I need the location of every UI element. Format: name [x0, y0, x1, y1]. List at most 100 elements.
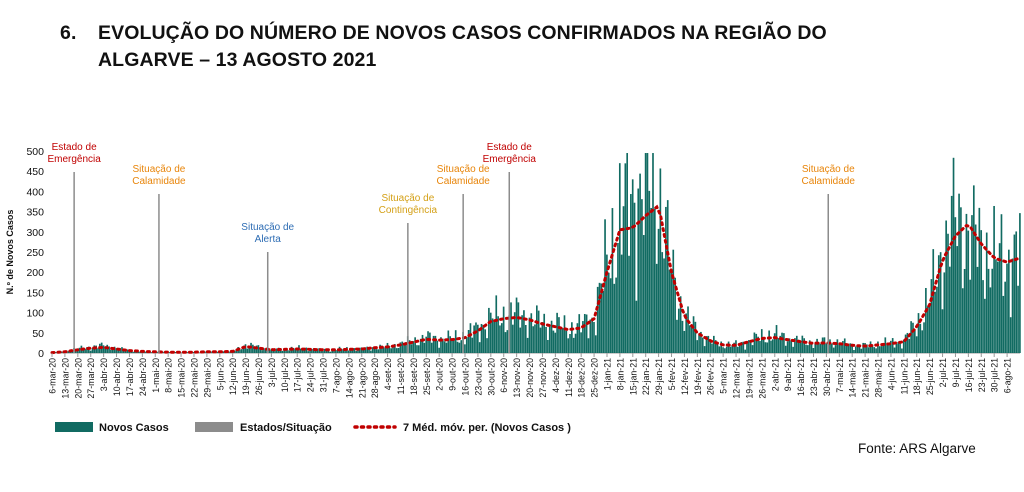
case-bar — [781, 332, 783, 353]
case-bar — [943, 272, 946, 353]
case-bar — [499, 325, 501, 353]
x-tick-label: 9-jul-21 — [951, 358, 961, 387]
x-tick-label: 1-mai-20 — [151, 358, 161, 393]
x-tick-label: 4-jun-21 — [886, 358, 896, 390]
case-bar — [818, 342, 820, 353]
case-bar — [842, 341, 844, 353]
case-bar — [812, 348, 815, 353]
case-bar — [642, 235, 645, 353]
case-bar — [264, 348, 267, 353]
case-bar — [279, 349, 282, 353]
case-bar — [397, 347, 400, 353]
case-bar — [996, 261, 999, 353]
case-bar — [95, 345, 97, 353]
case-bar — [810, 344, 813, 353]
case-bar — [696, 340, 699, 353]
case-bar — [707, 335, 710, 353]
case-bar — [604, 219, 606, 353]
x-tick-label: 13-nov-20 — [512, 358, 522, 398]
case-bar — [950, 195, 953, 353]
case-bar — [725, 346, 728, 353]
case-bar — [242, 345, 245, 353]
case-bar — [126, 349, 129, 353]
case-bar — [445, 342, 448, 353]
case-bar — [714, 340, 717, 353]
case-bar — [193, 351, 195, 353]
case-bar — [395, 348, 398, 353]
state-label-line1: Situação de — [241, 222, 294, 233]
case-bar — [108, 346, 110, 353]
case-bar — [622, 206, 625, 353]
case-bar — [862, 342, 865, 353]
state-label-line2: Emergência — [483, 154, 537, 165]
case-bar — [567, 338, 570, 353]
x-tick-label: 29-mai-20 — [202, 358, 212, 398]
case-bar — [438, 347, 440, 353]
case-bar — [545, 327, 547, 353]
case-bar — [288, 350, 291, 353]
case-bar — [995, 259, 997, 353]
case-bar — [624, 163, 627, 353]
y-tick-label: 500 — [26, 146, 44, 158]
case-bar — [886, 344, 888, 353]
case-bar — [323, 348, 326, 353]
case-bar — [687, 306, 689, 353]
case-bar — [853, 350, 855, 353]
case-bar — [517, 302, 520, 353]
case-bar — [873, 347, 876, 353]
case-bar — [113, 346, 116, 353]
case-bar — [384, 346, 387, 353]
case-bar — [454, 330, 457, 353]
x-tick-label: 26-mar-21 — [757, 358, 767, 399]
case-bar — [864, 342, 866, 353]
case-bar — [766, 342, 769, 353]
x-tick-label: 29-jan-21 — [654, 358, 664, 395]
case-bar — [558, 317, 560, 353]
y-tick-label: 300 — [26, 227, 44, 239]
case-bar — [626, 153, 629, 353]
case-bar — [156, 351, 158, 353]
x-tick-label: 20-mar-20 — [73, 358, 83, 399]
case-bar — [963, 268, 966, 353]
case-bar — [749, 340, 752, 353]
case-bar — [923, 322, 925, 353]
y-tick-label: 50 — [32, 328, 44, 340]
legend-swatch-cases — [55, 422, 93, 432]
case-bar — [285, 348, 287, 353]
x-tick-label: 13-mar-20 — [60, 358, 70, 399]
x-tick-label: 16-out-20 — [461, 358, 471, 396]
state-label-line1: Estado de — [52, 142, 97, 153]
x-tick-label: 16-abr-21 — [796, 358, 806, 396]
case-bar — [504, 332, 507, 353]
case-bar — [476, 324, 479, 353]
x-tick-label: 12-fev-21 — [680, 358, 690, 395]
case-bar — [371, 347, 374, 353]
case-bar — [268, 350, 271, 353]
x-tick-label: 23-jul-21 — [977, 358, 987, 392]
case-bar — [482, 324, 485, 353]
case-bar — [866, 344, 868, 353]
case-bar — [403, 344, 405, 353]
case-bar — [565, 330, 568, 353]
case-bar — [576, 323, 579, 353]
case-bar — [421, 334, 424, 353]
case-bar — [1002, 295, 1005, 353]
case-bar — [901, 348, 903, 353]
case-bar — [858, 345, 861, 353]
case-bar — [770, 340, 772, 353]
case-bar — [735, 340, 737, 353]
case-bar — [521, 315, 523, 353]
case-bar — [261, 350, 263, 353]
case-bar — [993, 205, 995, 353]
state-label-line2: Calamidade — [802, 176, 856, 187]
case-bar — [690, 324, 693, 353]
case-bar — [556, 312, 558, 353]
case-bar — [836, 339, 839, 353]
case-bar — [115, 348, 118, 353]
case-bar — [447, 330, 450, 353]
title-line-1: EVOLUÇÃO DO NÚMERO DE NOVOS CASOS CONFIR… — [98, 22, 827, 44]
case-bar — [528, 317, 531, 353]
x-tick-label: 3-jul-20 — [267, 358, 277, 387]
case-bar — [705, 336, 708, 353]
case-bar — [727, 341, 730, 353]
